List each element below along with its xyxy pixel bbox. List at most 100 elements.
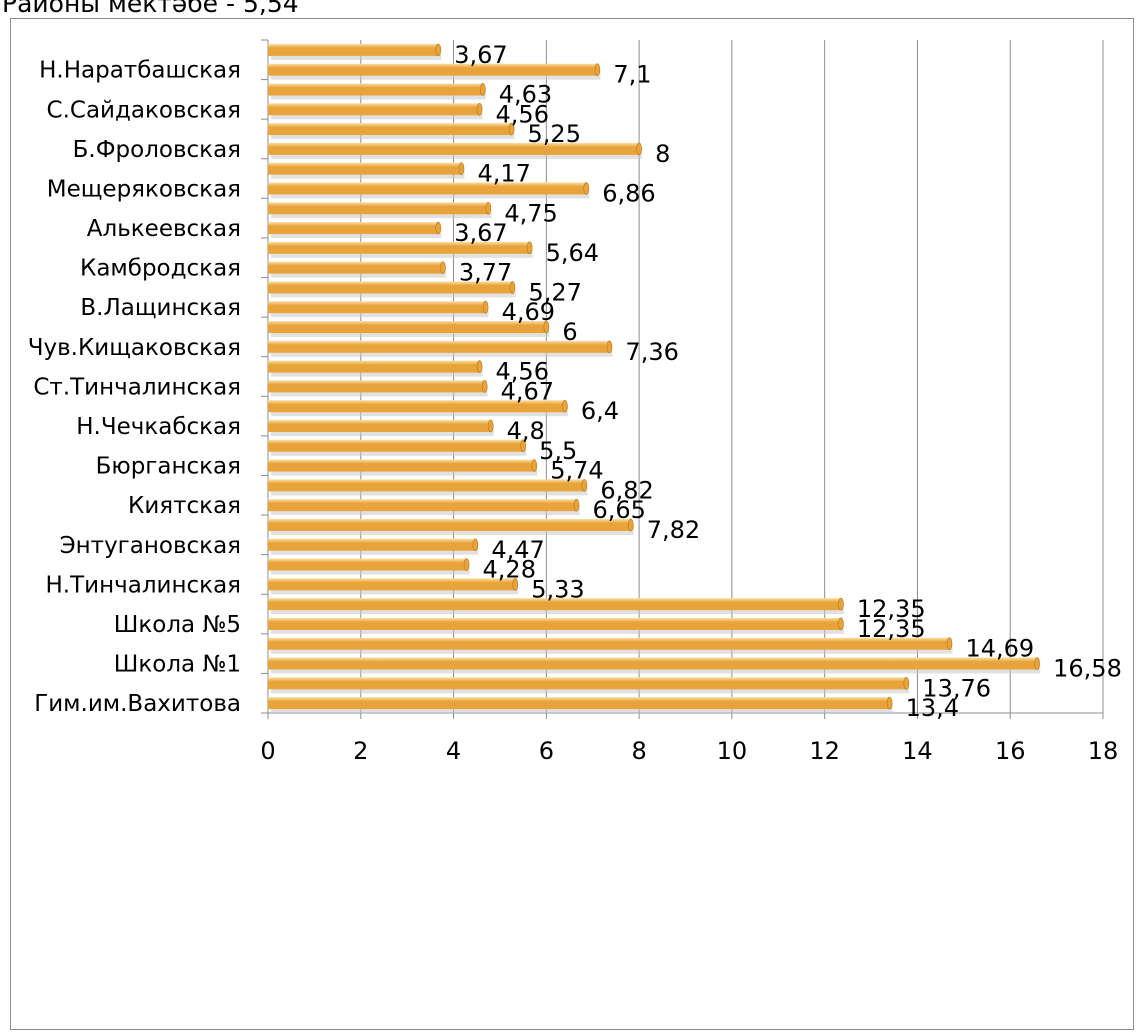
bar xyxy=(268,83,483,96)
bar xyxy=(268,321,547,334)
data-label: 5,25 xyxy=(528,120,581,148)
bar xyxy=(268,598,841,611)
data-label: 14,69 xyxy=(965,635,1034,663)
bar-end-cap xyxy=(472,538,479,552)
data-label: 6,86 xyxy=(602,179,655,207)
y-category-label: Мещеряковская xyxy=(47,176,241,202)
y-category-label: Чув.Кищаковская xyxy=(28,335,241,361)
bar xyxy=(268,340,610,353)
data-label: 13,4 xyxy=(906,694,959,722)
y-category-label: Школа №1 xyxy=(114,652,241,678)
bar xyxy=(268,697,890,710)
data-label: 4,56 xyxy=(496,358,549,386)
y-category-label: В.Лащинская xyxy=(80,295,241,321)
bar-end-cap xyxy=(476,102,483,116)
data-label: 12,35 xyxy=(857,595,926,623)
bar xyxy=(268,518,631,531)
y-category-label: Гим.им.Вахитова xyxy=(34,691,241,717)
data-label: 6,82 xyxy=(600,476,653,504)
data-label: 5,27 xyxy=(528,278,581,306)
y-category-label: Киятская xyxy=(128,493,241,519)
bar xyxy=(268,538,476,551)
bar-end-cap xyxy=(435,221,442,235)
bar xyxy=(268,202,489,215)
chart-frame xyxy=(10,18,1134,1030)
bar-end-cap xyxy=(946,637,953,651)
bar xyxy=(268,419,491,432)
bar-end-cap xyxy=(581,479,588,492)
y-category-label: Камбродская xyxy=(80,256,241,282)
bar xyxy=(268,578,516,591)
bar xyxy=(268,439,524,452)
x-tick-label: 12 xyxy=(809,737,840,765)
bar-end-cap xyxy=(512,578,519,591)
bar-end-cap xyxy=(606,340,613,354)
bar xyxy=(268,182,587,195)
data-labels: 3,677,14,634,565,2584,176,864,753,675,64… xyxy=(454,41,1122,722)
bar xyxy=(268,222,439,235)
bar xyxy=(268,637,950,650)
y-category-label: Энтугановская xyxy=(60,533,241,559)
bar-end-cap xyxy=(562,399,568,413)
bar-end-cap xyxy=(435,43,442,57)
bar-end-cap xyxy=(583,182,590,195)
data-label: 4,75 xyxy=(504,199,557,227)
data-label: 7,36 xyxy=(625,338,678,366)
data-label: 4,69 xyxy=(502,298,555,326)
data-label: 4,47 xyxy=(491,536,544,564)
bar-end-cap xyxy=(526,241,533,255)
data-label: 16,58 xyxy=(1053,655,1122,683)
bar xyxy=(268,63,598,76)
data-label: 3,77 xyxy=(459,259,512,287)
bar-end-cap xyxy=(509,281,516,294)
bar-end-cap xyxy=(440,261,446,274)
bar-end-cap xyxy=(485,201,492,215)
y-category-label: Н.Тинчалинская xyxy=(46,572,241,598)
bar-end-cap xyxy=(481,380,488,393)
data-label: 4,8 xyxy=(507,417,545,445)
bar-end-cap xyxy=(594,63,601,76)
x-tick-label: 2 xyxy=(353,737,368,765)
y-category-label: Н.Чечкабская xyxy=(76,414,241,440)
bar-end-cap xyxy=(508,122,515,136)
data-label: 5,33 xyxy=(531,575,584,603)
bar xyxy=(268,657,1038,670)
bar xyxy=(268,360,480,373)
data-label: 5,74 xyxy=(550,457,603,485)
y-category-label: Бюрганская xyxy=(96,454,241,480)
data-label: 6,4 xyxy=(581,397,619,425)
bar-end-cap xyxy=(543,320,550,334)
data-label: 12,35 xyxy=(857,615,926,643)
x-tick-label: 6 xyxy=(539,737,554,765)
bar-end-cap xyxy=(487,419,494,433)
y-category-label: Школа №5 xyxy=(114,612,241,638)
bar xyxy=(268,261,443,274)
bar-end-cap xyxy=(886,696,893,710)
data-label: 3,67 xyxy=(454,41,507,69)
bar xyxy=(268,123,512,136)
bar xyxy=(268,459,535,472)
bar-end-cap xyxy=(463,558,470,571)
bar-end-cap xyxy=(903,677,910,690)
data-label: 4,67 xyxy=(501,377,554,405)
bar-end-cap xyxy=(458,162,465,175)
x-tick-label: 14 xyxy=(902,737,933,765)
bar xyxy=(268,162,462,175)
bar xyxy=(268,43,439,56)
x-tick-label: 8 xyxy=(631,737,646,765)
bar xyxy=(268,103,480,116)
chart-caption: Районы мектәбе - 5,54 xyxy=(2,0,299,18)
bar xyxy=(268,677,907,690)
data-label: 4,17 xyxy=(477,160,530,188)
data-label: 4,63 xyxy=(499,80,552,108)
bar xyxy=(268,142,640,155)
bar xyxy=(268,281,513,294)
data-label: 6,65 xyxy=(592,496,645,524)
y-category-label: Б.Фроловская xyxy=(73,137,241,163)
data-label: 3,67 xyxy=(454,219,507,247)
data-label: 4,56 xyxy=(496,100,549,128)
bar xyxy=(268,617,841,630)
y-category-label: Ст.Тинчалинская xyxy=(33,374,241,400)
data-label: 7,1 xyxy=(613,61,651,89)
x-tick-label: 18 xyxy=(1088,737,1119,765)
